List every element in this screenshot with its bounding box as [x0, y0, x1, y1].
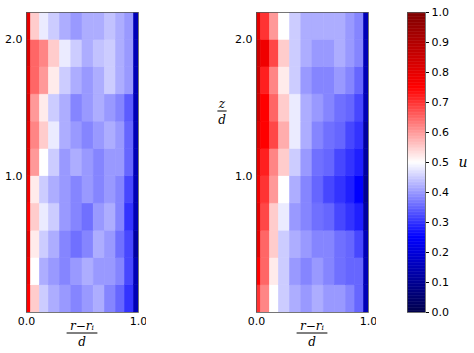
svg-text:r−rᵢ: r−rᵢ [300, 319, 325, 333]
svg-text:1.0: 1.0 [235, 170, 253, 183]
svg-text:d: d [218, 113, 226, 127]
svg-text:0.4: 0.4 [432, 186, 450, 199]
svg-text:2.0: 2.0 [235, 33, 253, 46]
svg-text:0.6: 0.6 [432, 126, 450, 139]
svg-text:0.0: 0.0 [18, 315, 36, 328]
svg-text:d: d [78, 335, 86, 349]
svg-text:1.0: 1.0 [5, 170, 23, 183]
svg-text:1.0: 1.0 [130, 315, 146, 328]
svg-text:0.1: 0.1 [432, 276, 450, 289]
svg-text:u: u [458, 154, 467, 170]
svg-text:0.3: 0.3 [432, 216, 450, 229]
svg-text:2.0: 2.0 [5, 33, 23, 46]
svg-text:1.0: 1.0 [432, 6, 450, 19]
svg-text:1.0: 1.0 [360, 315, 376, 328]
svg-text:d: d [308, 335, 316, 349]
svg-text:z: z [218, 97, 226, 111]
svg-text:0.9: 0.9 [432, 36, 450, 49]
svg-text:0.8: 0.8 [432, 66, 450, 79]
svg-text:0.7: 0.7 [432, 96, 450, 109]
svg-text:0.2: 0.2 [432, 246, 450, 259]
svg-text:0.0: 0.0 [432, 306, 450, 319]
svg-text:0.0: 0.0 [248, 315, 266, 328]
svg-text:r−rᵢ: r−rᵢ [70, 319, 95, 333]
svg-text:0.5: 0.5 [432, 156, 450, 169]
